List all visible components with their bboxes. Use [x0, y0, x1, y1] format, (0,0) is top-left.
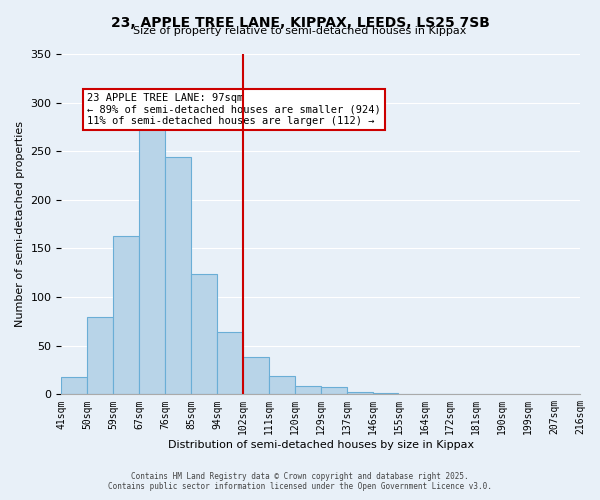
Bar: [295, 386, 321, 394]
Bar: [269, 376, 295, 394]
Text: Contains HM Land Registry data © Crown copyright and database right 2025.
Contai: Contains HM Land Registry data © Crown c…: [108, 472, 492, 491]
Bar: [139, 123, 165, 394]
Bar: [165, 157, 191, 394]
Bar: [88, 316, 113, 394]
Bar: [217, 332, 243, 394]
Bar: [61, 377, 88, 394]
Text: 23 APPLE TREE LANE: 97sqm
← 89% of semi-detached houses are smaller (924)
11% of: 23 APPLE TREE LANE: 97sqm ← 89% of semi-…: [88, 93, 381, 126]
X-axis label: Distribution of semi-detached houses by size in Kippax: Distribution of semi-detached houses by …: [167, 440, 474, 450]
Y-axis label: Number of semi-detached properties: Number of semi-detached properties: [15, 121, 25, 327]
Bar: [243, 358, 269, 395]
Bar: [113, 236, 139, 394]
Bar: [321, 386, 347, 394]
Text: 23, APPLE TREE LANE, KIPPAX, LEEDS, LS25 7SB: 23, APPLE TREE LANE, KIPPAX, LEEDS, LS25…: [110, 16, 490, 30]
Bar: [347, 392, 373, 394]
Text: Size of property relative to semi-detached houses in Kippax: Size of property relative to semi-detach…: [133, 26, 467, 36]
Bar: [191, 274, 217, 394]
